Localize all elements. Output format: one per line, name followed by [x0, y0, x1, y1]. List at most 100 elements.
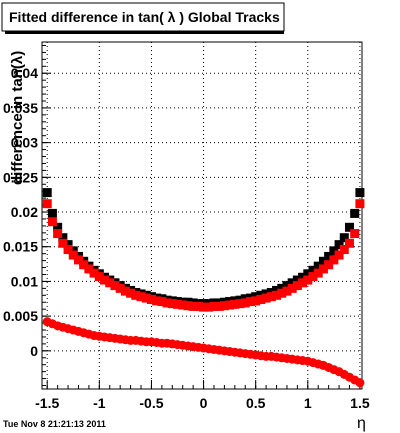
- data-point-series-1: [141, 293, 151, 303]
- data-point-series-0: [344, 222, 354, 232]
- data-point-series-1: [68, 250, 78, 260]
- data-point-series-1: [329, 255, 339, 265]
- data-point-series-1: [183, 301, 193, 311]
- data-point-series-1: [42, 199, 52, 209]
- data-point-series-1: [344, 238, 354, 248]
- data-point-series-1: [146, 294, 156, 304]
- data-point-series-0: [313, 261, 323, 271]
- timestamp: Tue Nov 8 21:21:13 2011: [3, 419, 106, 429]
- y-tick-label: 0: [30, 343, 38, 359]
- data-point-series-1: [167, 299, 177, 309]
- data-point-series-0: [277, 283, 287, 293]
- data-point-series-1: [100, 275, 110, 285]
- data-point-series-1: [272, 290, 282, 300]
- data-point-series-0: [53, 222, 63, 232]
- x-axis-title: η: [357, 415, 366, 432]
- data-point-series-1: [313, 268, 323, 278]
- data-point-series-1: [225, 300, 235, 310]
- data-point-series-1: [240, 298, 250, 308]
- data-point-series-1: [79, 260, 89, 270]
- data-point-series-1: [287, 283, 297, 293]
- title-box: [1, 2, 285, 32]
- data-point-series-1: [73, 255, 83, 265]
- x-tick-label: 1.5: [350, 395, 370, 411]
- data-point-series-0: [339, 233, 349, 243]
- y-tick-label: 0.04: [11, 65, 38, 81]
- data-point-series-1: [204, 302, 214, 312]
- data-point-series-1: [303, 275, 313, 285]
- data-point-series-0: [272, 285, 282, 295]
- data-point-series-0: [334, 240, 344, 250]
- data-point-series-2: [355, 378, 365, 388]
- data-point-series-1: [105, 278, 115, 288]
- data-point-series-1: [47, 217, 57, 227]
- data-markers: [42, 188, 365, 388]
- y-tick-label: 0.01: [11, 273, 38, 289]
- x-tick-label: 0: [200, 395, 208, 411]
- y-tick-label: 0.025: [3, 169, 38, 185]
- data-point-series-1: [266, 292, 276, 302]
- x-tick-label: 1: [304, 395, 312, 411]
- title-box-shadow: [5, 31, 284, 34]
- data-point-series-0: [355, 188, 365, 198]
- data-point-series-1: [178, 300, 188, 310]
- y-axis-title: difference in tan(λ): [9, 51, 26, 185]
- data-point-series-1: [115, 283, 125, 293]
- x-tick-labels: -1.5 -1 -0.5 0 0.5 1 1.5: [35, 395, 370, 411]
- data-point-series-1: [193, 301, 203, 311]
- data-point-series-1: [334, 250, 344, 260]
- data-point-series-0: [303, 269, 313, 279]
- data-point-series-1: [308, 272, 318, 282]
- data-point-series-0: [324, 251, 334, 261]
- axis-ticks: [42, 44, 361, 389]
- data-point-series-1: [110, 281, 120, 291]
- x-tick-label: 0.5: [246, 395, 266, 411]
- y-tick-label: 0.02: [11, 204, 38, 220]
- data-point-series-0: [47, 208, 57, 218]
- data-point-series-1: [256, 294, 266, 304]
- data-point-series-0: [308, 265, 318, 275]
- chart-title: Fitted difference in tan( λ ) Global Tra…: [9, 9, 280, 25]
- data-point-series-0: [63, 240, 73, 250]
- data-point-series-0: [350, 208, 360, 218]
- data-point-series-1: [292, 281, 302, 291]
- data-point-series-1: [282, 286, 292, 296]
- data-point-series-1: [162, 298, 172, 308]
- data-point-series-1: [152, 296, 162, 306]
- y-tick-label: 0.005: [3, 308, 38, 324]
- data-point-series-1: [251, 296, 261, 306]
- data-point-series-0: [282, 281, 292, 291]
- data-point-series-0: [287, 278, 297, 288]
- y-tick-label: 0.015: [3, 239, 38, 255]
- data-point-series-1: [157, 297, 167, 307]
- data-point-series-1: [318, 264, 328, 274]
- data-point-series-1: [214, 301, 224, 311]
- data-point-series-1: [63, 245, 73, 255]
- data-point-series-1: [350, 229, 360, 239]
- data-point-series-1: [84, 264, 94, 274]
- data-point-series-1: [219, 301, 229, 311]
- y-tick-label: 0.035: [3, 100, 38, 116]
- data-point-series-1: [89, 268, 99, 278]
- y-tick-labels: 0 0.005 0.01 0.015 0.02 0.025 0.03 0.035 0.04: [3, 65, 38, 359]
- data-point-series-1: [53, 229, 63, 239]
- data-point-series-0: [298, 272, 308, 282]
- data-point-series-1: [131, 290, 141, 300]
- data-point-series-1: [230, 299, 240, 309]
- data-point-series-0: [329, 246, 339, 256]
- data-point-series-1: [209, 301, 219, 311]
- data-point-series-1: [355, 199, 365, 209]
- data-point-series-1: [245, 297, 255, 307]
- y-tick-label: 0.03: [11, 135, 38, 151]
- data-point-series-1: [136, 292, 146, 302]
- data-point-series-1: [298, 278, 308, 288]
- data-point-series-1: [277, 288, 287, 298]
- data-point-series-1: [94, 272, 104, 282]
- data-point-series-1: [199, 302, 209, 312]
- data-point-series-1: [339, 245, 349, 255]
- x-tick-label: -1.5: [35, 395, 59, 411]
- data-point-series-0: [318, 256, 328, 266]
- data-point-series-1: [235, 299, 245, 309]
- data-point-series-0: [292, 275, 302, 285]
